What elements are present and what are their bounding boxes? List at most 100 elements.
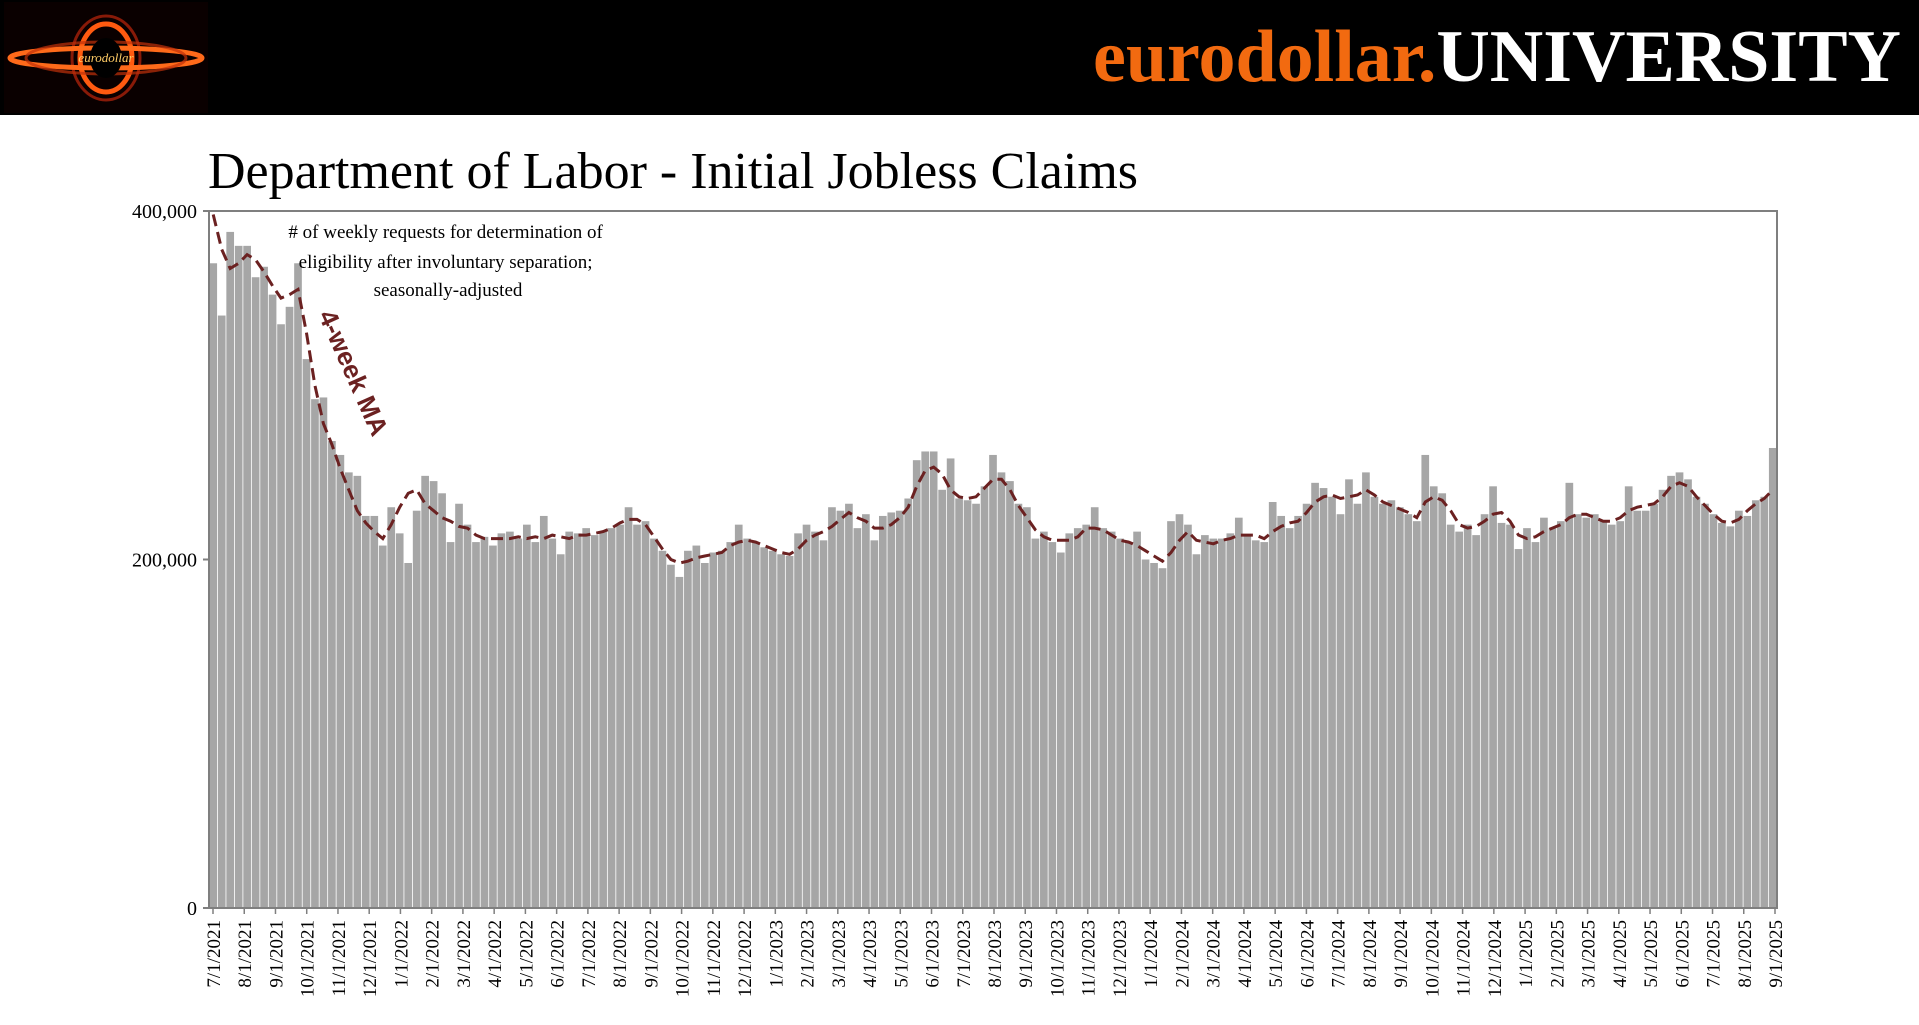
bar [836, 510, 845, 908]
bar [234, 245, 243, 909]
x-tick-label: 7/1/2024 [1329, 920, 1350, 988]
bar [590, 535, 599, 908]
bar [997, 472, 1006, 909]
bar [675, 576, 684, 908]
bar [938, 489, 946, 908]
bar [1336, 514, 1345, 908]
bar [650, 538, 658, 908]
bar [455, 503, 463, 908]
bar-series [209, 231, 1777, 909]
bar [819, 540, 828, 908]
bar [539, 515, 548, 908]
x-tick-label: 1/1/2023 [766, 920, 787, 988]
y-tick-label: 0 [187, 898, 197, 920]
bar [582, 528, 591, 908]
x-tick-label: 2/1/2025 [1547, 920, 1568, 988]
bar [912, 460, 921, 908]
bar [1040, 531, 1048, 908]
bar [480, 536, 489, 908]
bar [1709, 514, 1718, 908]
chart-title: Department of Labor - Initial Jobless Cl… [208, 143, 1139, 200]
x-tick-label: 10/1/2021 [298, 920, 319, 997]
bar [641, 521, 650, 908]
bar [1684, 479, 1692, 908]
bar [1751, 500, 1760, 908]
brand-wordmark: eurodollar.UNIVERSITY [1093, 12, 1901, 102]
x-tick-label: 4/1/2023 [860, 920, 881, 988]
x-tick-label: 6/1/2025 [1672, 920, 1693, 988]
bar [294, 263, 302, 908]
bar [1514, 549, 1523, 908]
bar [692, 545, 701, 908]
bar [946, 458, 955, 908]
annotation-line-1: # of weekly requests for determination o… [288, 222, 603, 243]
x-tick-label: 3/1/2025 [1579, 920, 1600, 988]
bar [260, 266, 268, 908]
bar [1387, 500, 1396, 908]
bar [751, 542, 760, 908]
bar [1421, 454, 1430, 908]
bar [633, 524, 641, 908]
bar [1497, 522, 1506, 908]
bar [277, 324, 285, 908]
x-tick-label: 1/1/2022 [391, 920, 412, 988]
brand-suffix: UNIVERSITY [1436, 16, 1901, 98]
bar [709, 552, 718, 908]
x-tick-label: 11/1/2022 [704, 920, 725, 996]
x-tick-label: 9/1/2023 [1016, 920, 1037, 988]
x-tick-label: 9/1/2022 [641, 920, 662, 988]
bar [760, 547, 768, 908]
bar [1370, 496, 1379, 908]
chart-annotation: # of weekly requests for determination o… [288, 222, 607, 301]
bar [921, 451, 930, 908]
x-tick-label: 10/1/2024 [1422, 920, 1443, 998]
bar [1395, 507, 1404, 908]
x-tick-label: 12/1/2021 [360, 920, 381, 997]
bar [1404, 514, 1413, 908]
y-tick-label: 200,000 [132, 550, 197, 572]
annotation-line-3: seasonally-adjusted [374, 280, 523, 301]
bar [1294, 515, 1302, 908]
x-tick-label: 5/1/2023 [891, 920, 912, 988]
x-axis: 7/1/2021 8/1/2021 9/1/2021 10/1/2021 11/1/20… [204, 908, 1787, 997]
bar [811, 531, 819, 908]
bar [1412, 521, 1421, 908]
bar [1251, 540, 1260, 908]
bar [1209, 538, 1218, 908]
bar [853, 528, 862, 908]
bar [251, 277, 260, 909]
bar [446, 542, 455, 908]
bar [1480, 514, 1489, 908]
bar [1065, 533, 1074, 908]
bar [1768, 447, 1777, 908]
x-tick-label: 7/1/2025 [1704, 920, 1725, 988]
bar [1675, 472, 1684, 909]
bar [1438, 493, 1447, 908]
x-tick-label: 3/1/2023 [829, 920, 850, 988]
bar [378, 545, 387, 908]
bar [1760, 496, 1769, 908]
bar [1082, 524, 1091, 908]
x-tick-label: 9/1/2024 [1391, 920, 1412, 988]
bar [904, 498, 913, 908]
bar [1463, 524, 1472, 908]
bar [1167, 521, 1175, 908]
x-tick-label: 6/1/2022 [548, 920, 569, 988]
bar [1379, 503, 1387, 908]
bar [777, 554, 785, 908]
bar [726, 542, 735, 908]
bar [802, 524, 811, 908]
bar [1633, 510, 1641, 908]
bar [862, 514, 870, 908]
bar [1557, 521, 1565, 908]
bar [336, 454, 345, 908]
bar [1455, 531, 1463, 908]
x-tick-label: 4/1/2024 [1235, 920, 1256, 988]
bar [311, 399, 319, 908]
bar [1311, 482, 1319, 908]
x-tick-label: 8/1/2022 [610, 920, 631, 988]
bar [1014, 503, 1023, 908]
bar [268, 294, 277, 908]
bar [1285, 528, 1294, 908]
bar [1548, 528, 1557, 908]
